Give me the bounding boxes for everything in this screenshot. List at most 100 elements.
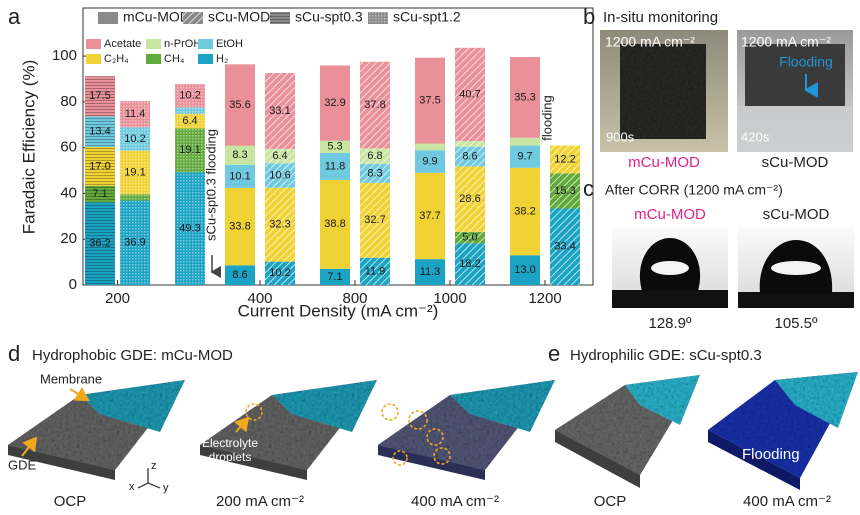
- figure: a Faradaic Efficiency (%) Current Densit…: [0, 0, 860, 515]
- legend-label: sCu-MOD: [208, 9, 270, 25]
- legend-swatch: [146, 39, 161, 49]
- data-label: 10.6: [269, 169, 290, 181]
- caption: OCP: [594, 493, 627, 510]
- data-label: 17.0: [89, 160, 110, 172]
- data-label: 37.8: [364, 99, 385, 111]
- legend-label: mCu-MOD: [123, 9, 190, 25]
- data-label: 6.4: [272, 150, 287, 162]
- callout: GDE: [8, 457, 37, 472]
- image-caption: mCu-MOD: [634, 206, 706, 223]
- data-label: 10.2: [269, 267, 290, 279]
- panel-label: a: [8, 4, 21, 29]
- data-label: 18.2: [459, 258, 480, 270]
- substrate: [738, 292, 854, 308]
- legend-swatch: [146, 54, 161, 64]
- data-label: 32.7: [364, 214, 385, 226]
- y-tick-label: 80: [60, 93, 77, 110]
- axis-name: x: [129, 481, 135, 493]
- hatch: [175, 107, 205, 113]
- data-label: 6.8: [367, 150, 382, 162]
- y-axis-label: Faradaic Efficiency (%): [19, 60, 38, 234]
- data-label: 8.6: [462, 150, 477, 162]
- data-label: 15.3: [554, 185, 575, 197]
- data-label: 17.5: [89, 90, 110, 102]
- data-label: 38.8: [324, 218, 345, 230]
- gde-render: [378, 380, 555, 480]
- panel-e: e Hydrophilic GDE: sCu-spt0.3 Flooding O…: [548, 341, 858, 510]
- data-label: 19.1: [179, 144, 200, 156]
- data-label: 33.8: [229, 221, 250, 233]
- data-label: 11.3: [420, 266, 441, 278]
- panel-title: Hydrophobic GDE: mCu-MOD: [32, 347, 233, 364]
- data-label: 35.6: [229, 99, 250, 111]
- caption: 400 mA cm⁻²: [743, 493, 831, 510]
- data-label: 8.3: [232, 149, 247, 161]
- axis-name: y: [163, 482, 169, 494]
- data-label: 12.2: [554, 153, 575, 165]
- data-label: 33.4: [554, 241, 575, 253]
- panel-d: d Hydrophobic GDE: mCu-MOD Membrane GDE …: [8, 341, 555, 510]
- data-label: 5.0: [462, 232, 477, 244]
- legend-swatch: [98, 12, 118, 24]
- data-label: 19.1: [124, 166, 145, 178]
- legend-label: n-PrOH: [164, 38, 201, 50]
- x-tick-label: 1000: [433, 290, 466, 307]
- data-label: 37.5: [419, 95, 440, 107]
- panel-title: Hydrophilic GDE: sCu-spt0.3: [570, 347, 762, 364]
- image-caption: sCu-MOD: [763, 206, 830, 223]
- data-label: 7.1: [92, 188, 107, 200]
- caption: OCP: [54, 493, 87, 510]
- panel-label: e: [548, 341, 560, 366]
- data-label: 6.4: [182, 115, 197, 127]
- droplet-marker: [382, 404, 398, 420]
- callout: Membrane: [40, 371, 102, 386]
- data-label: 10.1: [229, 170, 250, 182]
- legend-label: H₂: [216, 53, 228, 65]
- data-label: 38.2: [514, 205, 535, 217]
- contact-angle: 105.5º: [774, 315, 818, 332]
- legend-hatch: [368, 12, 388, 24]
- y-tick-label: 0: [69, 276, 77, 293]
- panel-title: In-situ monitoring: [603, 9, 718, 26]
- data-label: 9.7: [517, 151, 532, 163]
- hatch: [120, 194, 150, 200]
- legend-label: Acetate: [104, 38, 141, 50]
- annotation: sCu-spt0.3 flooding: [203, 129, 218, 241]
- data-label: 49.3: [179, 222, 200, 234]
- axis-triad: [138, 468, 160, 488]
- legend-swatch: [86, 39, 101, 49]
- photo-time: 900s: [606, 129, 635, 144]
- data-label: 8.3: [367, 167, 382, 179]
- legend-label: sCu-spt0.3: [295, 9, 363, 25]
- photo-caption: mCu-MOD: [628, 154, 700, 171]
- panel-c: c After CORR (1200 mA cm⁻²) mCu-MOD sCu-…: [583, 176, 854, 332]
- data-label: 40.7: [459, 88, 480, 100]
- axis-x: [138, 483, 148, 488]
- contact-angle: 128.9º: [648, 315, 692, 332]
- data-label: 11.8: [325, 160, 346, 172]
- data-label: 9.9: [422, 155, 437, 167]
- data-label: 8.6: [232, 269, 247, 281]
- axis-y: [148, 483, 160, 488]
- panel-label: c: [583, 176, 594, 201]
- hatch: [455, 141, 485, 147]
- highlight: [651, 261, 689, 275]
- data-label: 37.7: [419, 210, 440, 222]
- data-label: 10.2: [124, 133, 145, 145]
- photo-label: 1200 mA cm⁻²: [605, 34, 695, 50]
- legend-label: C₂H₄: [104, 53, 129, 65]
- bar-segment: [510, 138, 540, 146]
- legend-swatch: [198, 39, 213, 49]
- highlight: [771, 261, 821, 275]
- data-label: 13.0: [514, 264, 535, 276]
- y-tick-label: 100: [52, 47, 77, 64]
- photo-caption: sCu-MOD: [762, 154, 829, 171]
- legend-hatch: [183, 12, 203, 24]
- body: {"panel_labels":["a","b","c","d","e"], "…: [0, 0, 860, 515]
- caption: 400 mA cm⁻²: [411, 493, 499, 510]
- x-tick-label: 400: [247, 290, 272, 307]
- axis-name: z: [151, 460, 157, 472]
- bar-segment: [415, 144, 445, 151]
- callout: Electrolyte: [202, 436, 258, 450]
- data-label: 33.1: [269, 105, 290, 117]
